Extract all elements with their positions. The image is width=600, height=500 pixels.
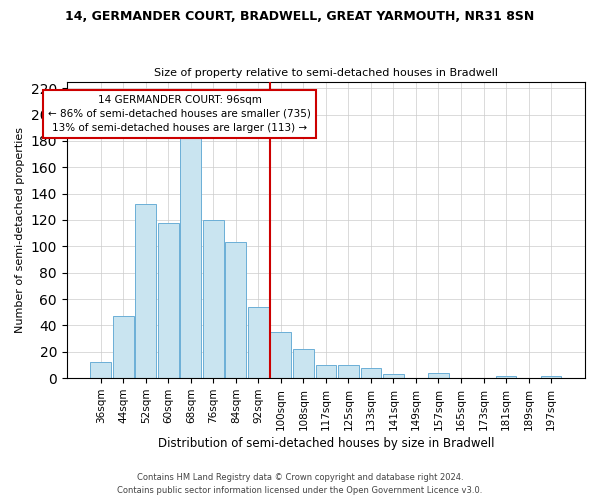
Bar [428, 373, 449, 378]
Bar [113, 316, 134, 378]
Bar [158, 222, 179, 378]
Bar [338, 365, 359, 378]
Bar [496, 376, 517, 378]
Bar [181, 136, 201, 378]
Bar [361, 368, 381, 378]
Title: Size of property relative to semi-detached houses in Bradwell: Size of property relative to semi-detach… [154, 68, 498, 78]
Bar [293, 349, 314, 378]
Bar [316, 365, 336, 378]
Bar [226, 242, 246, 378]
Bar [91, 362, 111, 378]
Bar [541, 376, 562, 378]
Text: 14, GERMANDER COURT, BRADWELL, GREAT YARMOUTH, NR31 8SN: 14, GERMANDER COURT, BRADWELL, GREAT YAR… [65, 10, 535, 23]
Bar [203, 220, 224, 378]
Bar [248, 307, 269, 378]
Bar [383, 374, 404, 378]
Text: Contains HM Land Registry data © Crown copyright and database right 2024.
Contai: Contains HM Land Registry data © Crown c… [118, 474, 482, 495]
Text: 14 GERMANDER COURT: 96sqm
← 86% of semi-detached houses are smaller (735)
13% of: 14 GERMANDER COURT: 96sqm ← 86% of semi-… [48, 94, 311, 132]
Bar [136, 204, 156, 378]
Y-axis label: Number of semi-detached properties: Number of semi-detached properties [15, 127, 25, 333]
X-axis label: Distribution of semi-detached houses by size in Bradwell: Distribution of semi-detached houses by … [158, 437, 494, 450]
Bar [271, 332, 291, 378]
